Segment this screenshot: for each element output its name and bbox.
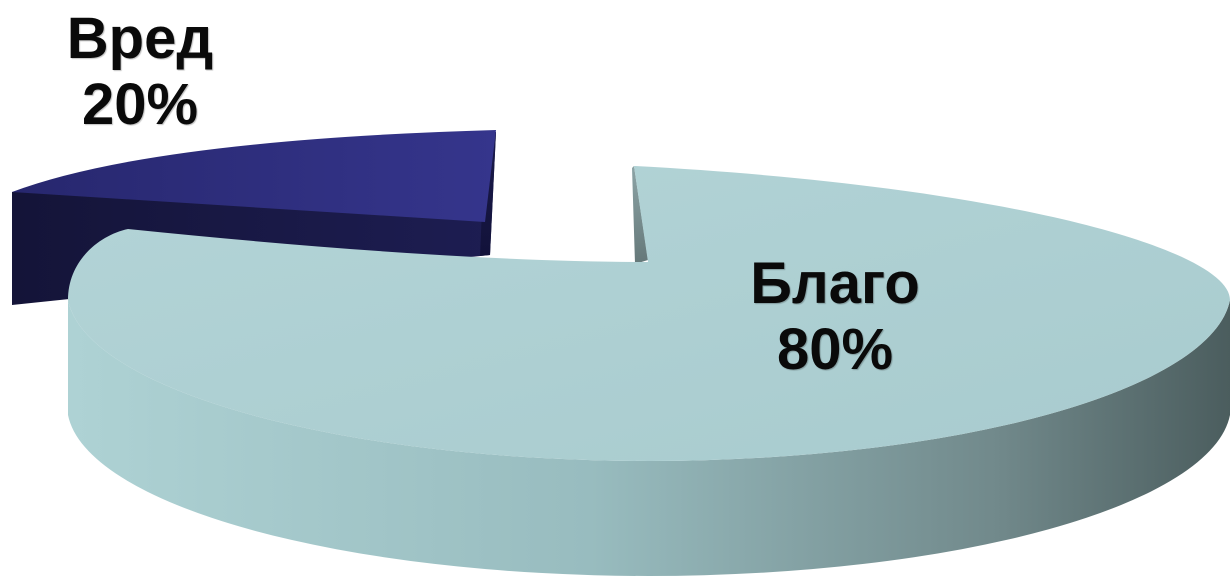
pie-slice-good-top (68, 166, 1230, 461)
pie-slice-harm-top (12, 130, 496, 222)
slice-label-harm-name: Вред (66, 6, 214, 71)
slice-label-harm: Вред 20% (40, 6, 240, 138)
slice-label-good: Благо 80% (730, 251, 940, 383)
slice-label-good-value: 80% (776, 317, 894, 382)
slice-label-harm-value: 20% (81, 72, 199, 137)
pie-slice-good-side (68, 300, 1230, 576)
pie-slice-good (68, 166, 1230, 576)
pie-slice-good-cut-face (632, 166, 648, 264)
slice-label-good-name: Благо (750, 251, 920, 316)
